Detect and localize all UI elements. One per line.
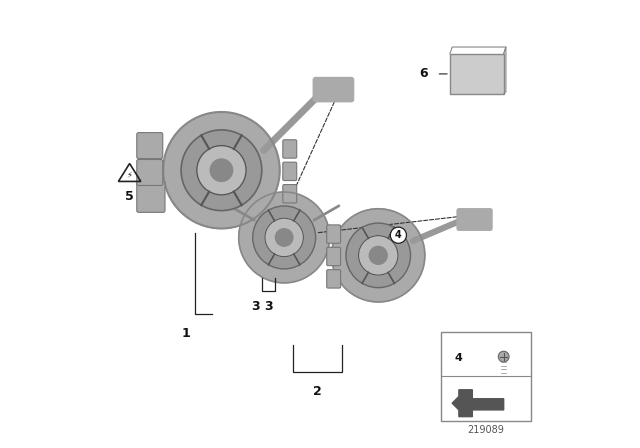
Text: 3: 3 bbox=[251, 300, 259, 313]
Circle shape bbox=[369, 246, 387, 264]
Circle shape bbox=[265, 218, 303, 257]
FancyBboxPatch shape bbox=[450, 54, 504, 94]
Circle shape bbox=[163, 112, 280, 228]
Text: ⚡: ⚡ bbox=[127, 170, 132, 179]
Text: 3: 3 bbox=[264, 300, 273, 313]
FancyBboxPatch shape bbox=[283, 185, 297, 203]
Circle shape bbox=[499, 351, 509, 362]
Circle shape bbox=[390, 227, 406, 243]
FancyBboxPatch shape bbox=[441, 332, 531, 421]
Text: 219089: 219089 bbox=[467, 425, 504, 435]
FancyBboxPatch shape bbox=[457, 209, 492, 230]
FancyBboxPatch shape bbox=[327, 247, 340, 266]
Circle shape bbox=[197, 146, 246, 195]
Circle shape bbox=[332, 209, 425, 302]
Text: 1: 1 bbox=[181, 327, 190, 340]
FancyBboxPatch shape bbox=[327, 270, 340, 288]
Text: 4: 4 bbox=[454, 353, 462, 363]
Circle shape bbox=[239, 192, 330, 283]
FancyBboxPatch shape bbox=[137, 182, 165, 212]
Circle shape bbox=[211, 159, 233, 181]
FancyBboxPatch shape bbox=[137, 133, 163, 159]
Text: 4: 4 bbox=[395, 230, 402, 240]
Circle shape bbox=[346, 223, 410, 288]
FancyBboxPatch shape bbox=[283, 140, 297, 158]
FancyBboxPatch shape bbox=[327, 225, 340, 243]
Circle shape bbox=[181, 130, 262, 211]
FancyBboxPatch shape bbox=[283, 162, 297, 181]
Text: 6: 6 bbox=[419, 67, 428, 81]
Polygon shape bbox=[452, 390, 504, 417]
Circle shape bbox=[358, 236, 398, 275]
Circle shape bbox=[253, 206, 316, 269]
FancyBboxPatch shape bbox=[314, 78, 353, 102]
Text: 5: 5 bbox=[125, 190, 134, 203]
Text: 2: 2 bbox=[314, 385, 322, 398]
FancyBboxPatch shape bbox=[137, 159, 163, 185]
Circle shape bbox=[275, 229, 293, 246]
